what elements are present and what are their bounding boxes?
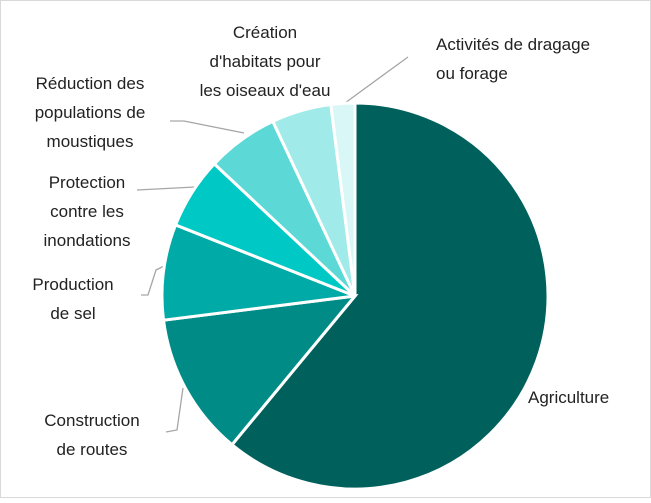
slice-label: Agriculture bbox=[528, 388, 609, 407]
slice-label: Construction de routes bbox=[44, 411, 139, 459]
pie-slice bbox=[229, 101, 550, 491]
leader-lines bbox=[136, 56, 409, 433]
slice-label: Protection contre les inondations bbox=[44, 173, 131, 250]
slice-label: Création d'habitats pour les oiseaux d'eau bbox=[200, 23, 331, 100]
slice-label: Réduction des populations de moustiques bbox=[35, 74, 146, 151]
pie-slice bbox=[161, 294, 359, 447]
slice-label: Production de sel bbox=[32, 275, 113, 323]
pie-slice bbox=[329, 101, 357, 297]
pie-slice bbox=[160, 223, 356, 322]
slice-label: Activités de dragage ou forage bbox=[436, 35, 590, 83]
